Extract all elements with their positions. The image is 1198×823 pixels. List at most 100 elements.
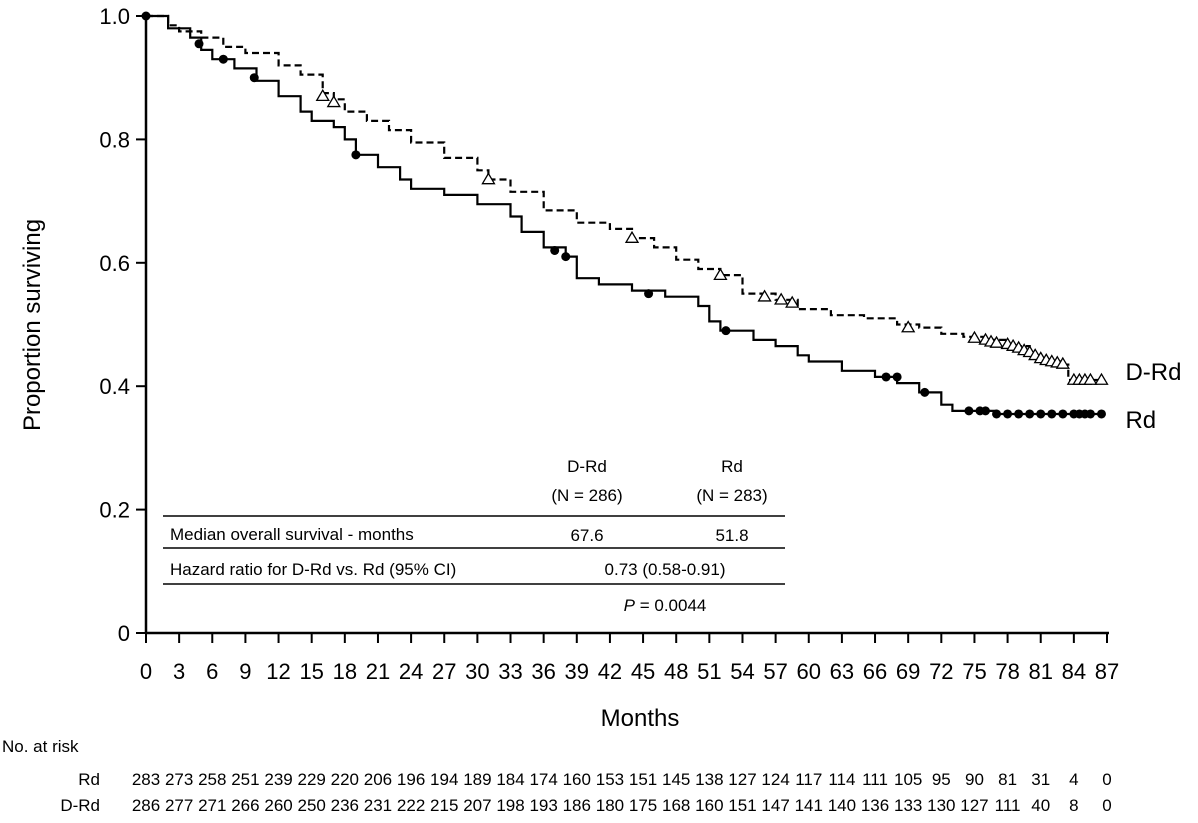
x-tick-label: 69 (896, 659, 920, 684)
at-risk-value: 141 (795, 796, 823, 815)
censor-marker-rd (964, 406, 974, 416)
y-tick-label: 0.4 (99, 374, 130, 399)
censor-marker-rd (351, 150, 361, 160)
censor-marker-d-rd (967, 330, 982, 343)
at-risk-value: 160 (563, 770, 591, 789)
censor-marker-d-rd (774, 292, 789, 305)
p-symbol: P (624, 596, 636, 615)
at-risk-value: 198 (496, 796, 524, 815)
x-tick-label: 45 (631, 659, 655, 684)
censor-marker-rd (980, 406, 990, 416)
x-tick-label: 15 (299, 659, 323, 684)
x-tick-label: 33 (498, 659, 522, 684)
censor-marker-d-rd (1055, 356, 1070, 369)
at-risk-row-label: Rd (78, 770, 100, 789)
censor-marker-rd (721, 326, 731, 336)
at-risk-value: 145 (662, 770, 690, 789)
y-tick-label: 0.6 (99, 251, 130, 276)
at-risk-value: 160 (695, 796, 723, 815)
censor-marker-rd (644, 289, 654, 299)
at-risk-value: 184 (496, 770, 524, 789)
x-tick-label: 24 (399, 659, 423, 684)
censor-marker-rd (1036, 409, 1046, 419)
series-label-d-rd: D-Rd (1125, 359, 1181, 386)
at-risk-value: 193 (529, 796, 557, 815)
at-risk-value: 277 (165, 796, 193, 815)
x-tick-label: 36 (531, 659, 555, 684)
table-col1-n: (N = 286) (551, 486, 622, 505)
series-line-rd (146, 14, 1102, 416)
at-risk-value: 90 (965, 770, 984, 789)
x-tick-label: 51 (697, 659, 721, 684)
at-risk-value: 174 (529, 770, 557, 789)
censor-marker-d-rd (315, 88, 330, 102)
table-row1-label: Median overall survival - months (170, 525, 414, 544)
censor-marker-rd (1047, 409, 1057, 419)
at-risk-value: 136 (861, 796, 889, 815)
series-label-rd: Rd (1125, 407, 1156, 434)
x-tick-label: 6 (206, 659, 218, 684)
censor-marker-d-rd (1094, 372, 1109, 385)
at-risk-value: 168 (662, 796, 690, 815)
at-risk-value: 180 (596, 796, 624, 815)
censor-marker-rd (920, 387, 930, 397)
at-risk-value: 4 (1069, 770, 1078, 789)
table-row2-value: 0.73 (0.58-0.91) (605, 560, 726, 579)
at-risk-value: 175 (629, 796, 657, 815)
at-risk-row-label: D-Rd (60, 796, 100, 815)
censor-marker-rd (992, 409, 1002, 419)
x-tick-label: 0 (140, 659, 152, 684)
x-tick-label: 57 (763, 659, 787, 684)
at-risk-value: 194 (430, 770, 458, 789)
at-risk-value: 196 (397, 770, 425, 789)
at-risk-value: 151 (629, 770, 657, 789)
x-tick-label: 66 (863, 659, 887, 684)
censor-marker-rd (1058, 409, 1068, 419)
at-risk-value: 222 (397, 796, 425, 815)
at-risk-value: 271 (198, 796, 226, 815)
at-risk-value: 0 (1102, 796, 1111, 815)
table-row1-value-rd: 51.8 (715, 526, 748, 545)
at-risk-value: 220 (331, 770, 359, 789)
at-risk-value: 258 (198, 770, 226, 789)
at-risk-value: 31 (1031, 770, 1050, 789)
at-risk-value: 186 (563, 796, 591, 815)
x-tick-label: 87 (1095, 659, 1119, 684)
x-tick-label: 39 (565, 659, 589, 684)
at-risk-value: 111 (995, 796, 1021, 815)
at-risk-value: 250 (298, 796, 326, 815)
censor-marker-rd (249, 73, 259, 83)
at-risk-value: 111 (862, 770, 888, 789)
at-risk-value: 0 (1102, 770, 1111, 789)
x-tick-label: 81 (1028, 659, 1052, 684)
censor-marker-d-rd (326, 95, 341, 108)
at-risk-value: 231 (364, 796, 392, 815)
x-tick-label: 75 (962, 659, 986, 684)
censor-marker-rd (1085, 409, 1095, 419)
x-tick-label: 18 (333, 659, 357, 684)
y-axis-title: Proportion surviving (19, 219, 46, 431)
censor-marker-rd (881, 372, 891, 382)
table-p-value: P = 0.0044 (624, 596, 707, 615)
censor-marker-rd (892, 372, 902, 382)
at-risk-value: 239 (264, 770, 292, 789)
x-tick-label: 48 (664, 659, 688, 684)
censor-marker-d-rd (989, 335, 1004, 348)
censor-marker-rd (194, 39, 204, 49)
table-col2-header: Rd (721, 457, 743, 476)
at-risk-value: 251 (231, 770, 259, 789)
at-risk-value: 206 (364, 770, 392, 789)
y-tick-label: 1.0 (99, 4, 130, 29)
x-axis-title: Months (601, 705, 680, 732)
at-risk-value: 215 (430, 796, 458, 815)
at-risk-value: 8 (1069, 796, 1078, 815)
censor-marker-rd (1014, 409, 1024, 419)
stats-table: D-Rd (N = 286) Rd (N = 283) Median overall s… (163, 457, 785, 615)
censor-marker-d-rd (713, 267, 728, 280)
x-tick-label: 30 (465, 659, 489, 684)
x-tick-label: 78 (995, 659, 1019, 684)
series-labels: D-Rd Rd (1125, 359, 1181, 434)
censor-marker-d-rd (901, 320, 916, 333)
censor-marker-d-rd (481, 172, 496, 185)
